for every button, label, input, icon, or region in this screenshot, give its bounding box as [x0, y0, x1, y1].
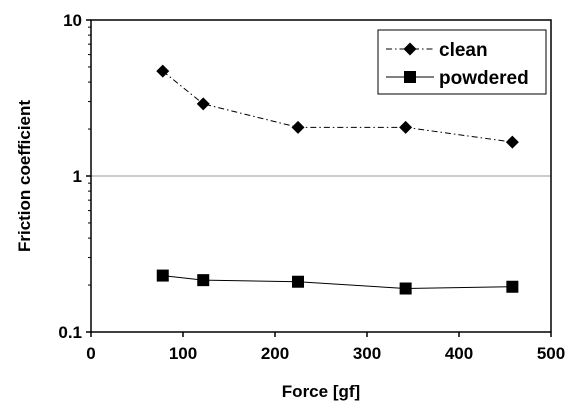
data-point-powdered: [197, 274, 210, 287]
y-axis-title: Friction coefficient: [15, 100, 34, 252]
data-point-powdered: [399, 282, 412, 295]
x-tick-label: 300: [353, 344, 381, 363]
legend-marker-clean: [403, 42, 417, 56]
x-tick-label: 200: [261, 344, 289, 363]
x-axis-title: Force [gf]: [282, 382, 360, 401]
axis-ticks: 0 100 200 300 400 500 0.1 1 10: [58, 11, 565, 363]
x-tick-label: 100: [169, 344, 197, 363]
data-point-clean: [291, 120, 305, 134]
y-tick-label: 1: [73, 167, 82, 186]
data-point-powdered: [156, 269, 169, 282]
data-point-clean: [399, 120, 413, 134]
y-tick-label: 0.1: [58, 323, 82, 342]
x-tick-label: 500: [537, 344, 565, 363]
data-point-clean: [505, 135, 519, 149]
series-line-powdered: [162, 275, 513, 290]
y-tick-label: 10: [63, 11, 82, 30]
x-tick-label: 400: [445, 344, 473, 363]
series-layer: [156, 64, 519, 295]
legend: clean powdered: [377, 29, 547, 95]
legend-label-clean: clean: [439, 40, 488, 61]
data-point-clean: [156, 64, 170, 78]
legend-marker-powdered: [404, 71, 416, 83]
legend-label-powdered: powdered: [439, 68, 529, 89]
legend-box: [377, 29, 547, 95]
data-point-powdered: [506, 280, 519, 293]
x-tick-label: 0: [86, 344, 95, 363]
data-point-powdered: [292, 275, 304, 288]
data-point-clean: [196, 97, 210, 111]
